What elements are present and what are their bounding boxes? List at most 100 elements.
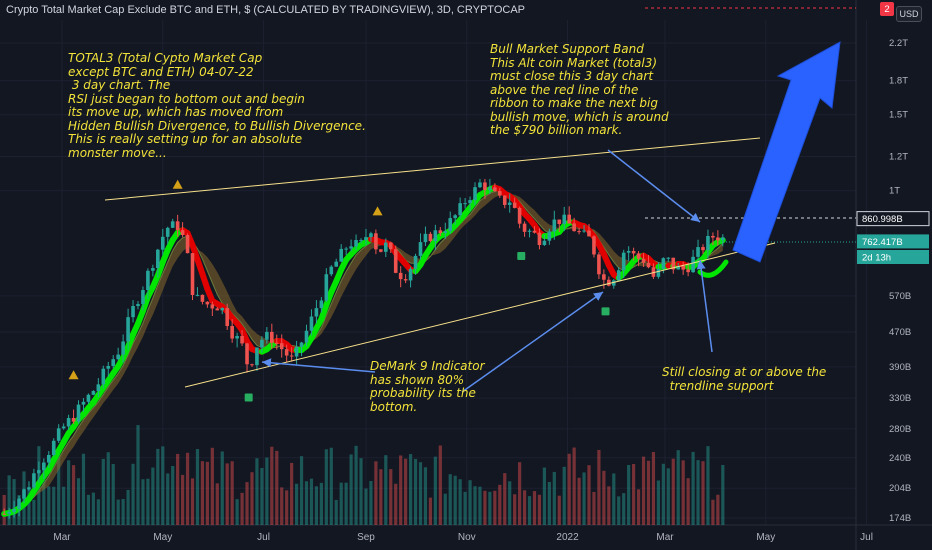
- volume-bar: [116, 499, 120, 525]
- candle-down: [185, 235, 190, 254]
- volume-bar: [299, 456, 304, 525]
- target-price-label: 860.998B: [862, 214, 903, 225]
- y-tick-label: 2.2T: [889, 38, 908, 49]
- volume-bar: [428, 497, 433, 525]
- price-tags: 2 860.998B 762.417B 2d 13h: [856, 2, 930, 264]
- candle-up: [294, 346, 299, 357]
- wave-hook-green: [697, 259, 729, 278]
- volume-bar: [646, 460, 651, 525]
- last-price-label: 762.417B: [862, 237, 903, 248]
- volume-bar: [394, 483, 398, 525]
- candle-down: [393, 249, 398, 273]
- upper-trendline: [104, 137, 761, 201]
- warning-icon: [372, 206, 383, 216]
- volume-bar: [592, 491, 596, 525]
- volume-bar: [121, 499, 125, 525]
- x-tick-label: Mar: [656, 532, 674, 543]
- volume-bar: [418, 462, 423, 525]
- volume-bar: [602, 470, 606, 525]
- candle-down: [438, 230, 443, 234]
- demark-9-icon: [517, 252, 526, 261]
- volume-bar: [627, 464, 631, 525]
- candle-up: [235, 335, 239, 339]
- candle-up: [611, 280, 616, 286]
- candle-up: [299, 342, 304, 347]
- candle-up: [146, 270, 150, 291]
- candle-up: [661, 258, 666, 269]
- volume-bar: [91, 492, 95, 525]
- candle-up: [131, 305, 135, 318]
- volume-bar: [126, 489, 130, 525]
- warning-icon: [68, 370, 79, 380]
- volume-bar: [582, 472, 586, 525]
- volume-bar: [255, 458, 259, 525]
- candle-down: [230, 326, 234, 339]
- candle-up: [443, 231, 448, 234]
- candle-down: [225, 308, 230, 327]
- candle-up: [706, 235, 710, 251]
- bull-band-annotation: Bull Market Support Band This Alt coin M…: [490, 42, 669, 137]
- volume-bar: [562, 466, 566, 525]
- volume-bar: [285, 490, 289, 525]
- y-tick-label: 1.5T: [889, 110, 908, 121]
- volume-bar: [597, 449, 601, 525]
- candle-up: [423, 233, 428, 243]
- candle-up: [329, 266, 334, 275]
- candle-down: [572, 223, 576, 232]
- currency-button[interactable]: USD: [896, 6, 922, 22]
- x-tick-label: Jul: [257, 532, 270, 543]
- wave-segment-green: [714, 237, 726, 246]
- volume-bar: [681, 460, 685, 525]
- volume-bar: [493, 490, 497, 525]
- candle-down: [641, 258, 646, 263]
- volume-bar: [463, 491, 467, 525]
- y-tick-label: 470B: [889, 327, 911, 338]
- price-axis[interactable]: 2.2T 1.8T 1.5T 1.2T 1T 570B 470B 390B 330B 280B 24…: [889, 38, 911, 524]
- volume-bar: [676, 450, 680, 525]
- volume-bar: [47, 486, 51, 525]
- candle-down: [388, 242, 393, 250]
- volume-bar: [131, 463, 135, 525]
- volume-bar: [364, 488, 368, 525]
- volume-bar: [389, 469, 393, 525]
- y-tick-label: 1.2T: [889, 151, 908, 162]
- volume-bar: [478, 486, 482, 525]
- volume-bar: [294, 483, 299, 525]
- y-tick-label: 240B: [889, 453, 911, 464]
- x-tick-label: Jul: [860, 532, 873, 543]
- candle-up: [408, 268, 413, 281]
- time-axis[interactable]: Mar May Jul Sep Nov 2022 Mar May Jul: [53, 532, 873, 543]
- candle-down: [289, 355, 294, 357]
- demark-9-icon: [244, 393, 253, 402]
- volume-bar: [339, 482, 343, 525]
- candle-up: [27, 487, 31, 490]
- candle-down: [374, 233, 378, 250]
- candle-up: [160, 236, 165, 250]
- volume-bar: [329, 447, 333, 525]
- volume-bar: [508, 481, 512, 525]
- candle-up: [101, 368, 106, 385]
- volume-bar: [572, 447, 576, 525]
- volume-bar: [666, 468, 670, 525]
- candle-up: [354, 240, 358, 247]
- volume-bar: [67, 460, 71, 525]
- volume-bar: [210, 447, 214, 525]
- y-tick-label: 1T: [889, 186, 900, 197]
- candle-down: [592, 236, 596, 255]
- candle-down: [522, 223, 527, 232]
- candle-up: [621, 252, 626, 271]
- pointer-arrows: [261, 149, 713, 393]
- candle-up: [676, 265, 681, 270]
- volume-bar: [399, 455, 403, 525]
- volume-bar: [656, 480, 660, 525]
- candle-down: [607, 279, 611, 286]
- target-price-tag: [856, 211, 930, 227]
- candle-down: [428, 233, 433, 242]
- volume-bar: [245, 482, 249, 525]
- x-tick-label: 2022: [556, 532, 579, 543]
- ribbon-fill: [4, 190, 723, 514]
- candle-up: [359, 239, 363, 241]
- candle-down: [502, 195, 507, 205]
- bull-market-support-band: [4, 189, 724, 515]
